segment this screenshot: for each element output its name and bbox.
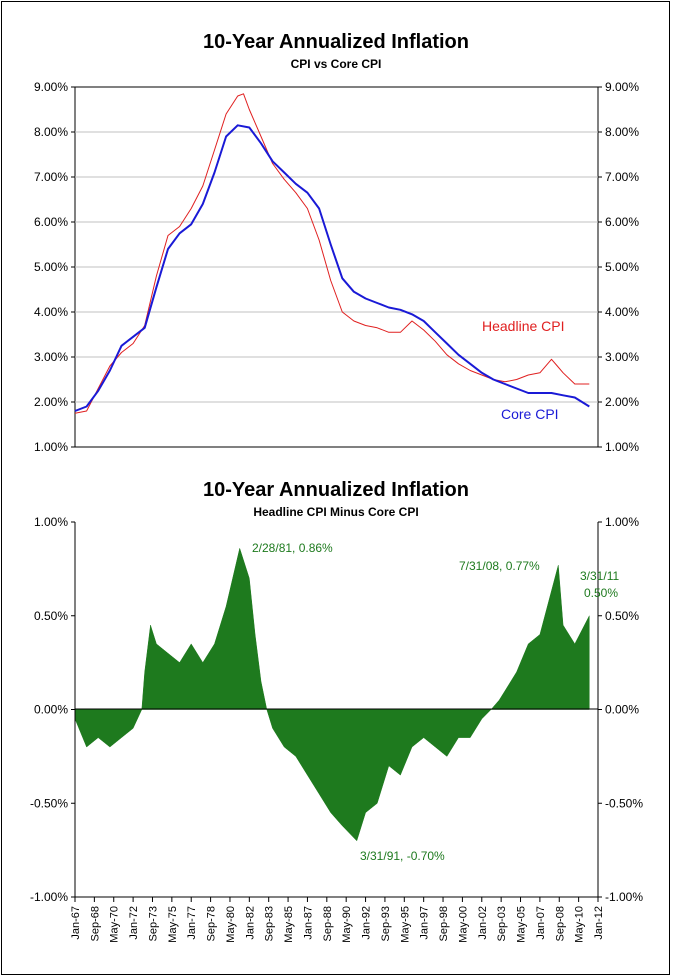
bottom-area-chart: -1.00% -0.50% 0.00% 0.50% 1.00% -1.00% -0.50%… (30, 515, 643, 943)
x-tick-label: Jan-72 (128, 906, 140, 940)
top-right-tick-label: 1.00% (605, 440, 639, 454)
top-right-tick-label: 6.00% (605, 215, 639, 229)
top-chart-title: 10-Year Annualized Inflation (203, 31, 469, 53)
x-axis-ticks: Jan-67 Sep-68 May-70 Jan-72 Sep-73 May-75 Jan-… (70, 897, 605, 943)
x-tick-label: Jan-87 (302, 906, 314, 940)
annotation-peak-2008: 7/31/08, 0.77% (459, 559, 540, 573)
top-right-tick-label: 8.00% (605, 125, 639, 139)
x-tick-label: May-05 (516, 906, 528, 943)
top-left-tick-label: 6.00% (34, 215, 68, 229)
x-tick-label: May-85 (283, 906, 295, 943)
x-tick-label: Sep-83 (264, 906, 276, 941)
bottom-right-tick-label: 0.00% (605, 703, 639, 717)
x-tick-label: May-90 (341, 906, 353, 943)
x-tick-label: Jan-67 (70, 906, 82, 940)
bottom-left-tick-label: -0.50% (30, 796, 68, 810)
x-tick-label: Jan-12 (593, 906, 605, 940)
bottom-left-tick-label: 0.00% (34, 703, 68, 717)
top-right-tick-label: 7.00% (605, 170, 639, 184)
annotation-peak-1981: 2/28/81, 0.86% (252, 541, 333, 555)
bottom-right-tick-label: -0.50% (605, 796, 643, 810)
annotation-end-value: 0.50% (584, 586, 618, 600)
bottom-left-tick-label: -1.00% (30, 890, 68, 904)
headline-cpi-label: Headline CPI (482, 318, 565, 334)
x-tick-label: Jan-97 (419, 906, 431, 940)
x-tick-label: Sep-68 (89, 906, 101, 941)
bottom-chart-subtitle: Headline CPI Minus Core CPI (253, 505, 418, 519)
x-tick-label: Jan-82 (244, 906, 256, 940)
x-tick-label: Sep-93 (380, 906, 392, 941)
top-right-tick-label: 2.00% (605, 395, 639, 409)
difference-area-fill (74, 547, 590, 842)
x-tick-label: May-70 (109, 906, 121, 943)
x-tick-label: Jan-07 (535, 906, 547, 940)
bottom-right-tick-label: 1.00% (605, 515, 639, 529)
top-left-tick-label: 5.00% (34, 260, 68, 274)
top-right-tick-label: 9.00% (605, 80, 639, 94)
top-right-tick-label: 4.00% (605, 305, 639, 319)
x-tick-label: Sep-88 (322, 906, 334, 941)
top-left-tick-label: 9.00% (34, 80, 68, 94)
bottom-chart-title: 10-Year Annualized Inflation (203, 479, 469, 501)
bottom-left-tick-label: 1.00% (34, 515, 68, 529)
x-tick-label: May-95 (399, 906, 411, 943)
bottom-y-axis-right: -1.00% -0.50% 0.00% 0.50% 1.00% (598, 515, 643, 904)
headline-cpi-line (74, 93, 590, 414)
bottom-right-tick-label: 0.50% (605, 609, 639, 623)
top-y-axis-left: 1.00% 2.00% 3.00% 4.00% 5.00% 6.00% 7.00% 8.00%… (34, 80, 75, 454)
x-tick-label: Sep-73 (147, 906, 159, 941)
top-right-tick-label: 3.00% (605, 350, 639, 364)
top-left-tick-label: 2.00% (34, 395, 68, 409)
x-tick-label: Sep-98 (438, 906, 450, 941)
top-line-chart: 1.00% 2.00% 3.00% 4.00% 5.00% 6.00% 7.00% 8.00%… (34, 80, 639, 454)
core-cpi-line (74, 124, 590, 412)
x-tick-label: Sep-03 (496, 906, 508, 941)
top-left-tick-label: 3.00% (34, 350, 68, 364)
x-tick-label: Sep-08 (554, 906, 566, 941)
x-tick-label: May-75 (167, 906, 179, 943)
annotation-trough-1991: 3/31/91, -0.70% (360, 849, 445, 863)
top-left-tick-label: 8.00% (34, 125, 68, 139)
x-tick-label: May-10 (574, 906, 586, 943)
x-tick-label: May-80 (225, 906, 237, 943)
top-left-tick-label: 4.00% (34, 305, 68, 319)
top-chart-subtitle: CPI vs Core CPI (291, 57, 382, 71)
difference-area (74, 547, 590, 842)
top-left-tick-label: 7.00% (34, 170, 68, 184)
annotation-end-date: 3/31/11 (580, 569, 619, 583)
bottom-left-tick-label: 0.50% (34, 609, 68, 623)
x-tick-label: Jan-77 (186, 906, 198, 940)
x-tick-label: Jan-92 (361, 906, 373, 940)
top-y-axis-right: 1.00% 2.00% 3.00% 4.00% 5.00% 6.00% 7.00% 8.00%… (598, 80, 639, 454)
x-tick-label: May-00 (457, 906, 469, 943)
bottom-right-tick-label: -1.00% (605, 890, 643, 904)
bottom-y-axis-left: -1.00% -0.50% 0.00% 0.50% 1.00% (30, 515, 75, 904)
top-right-tick-label: 5.00% (605, 260, 639, 274)
x-tick-label: Sep-78 (206, 906, 218, 941)
top-series-lines (74, 93, 590, 414)
core-cpi-label: Core CPI (501, 406, 559, 422)
x-tick-label: Jan-02 (477, 906, 489, 940)
top-left-tick-label: 1.00% (34, 440, 68, 454)
